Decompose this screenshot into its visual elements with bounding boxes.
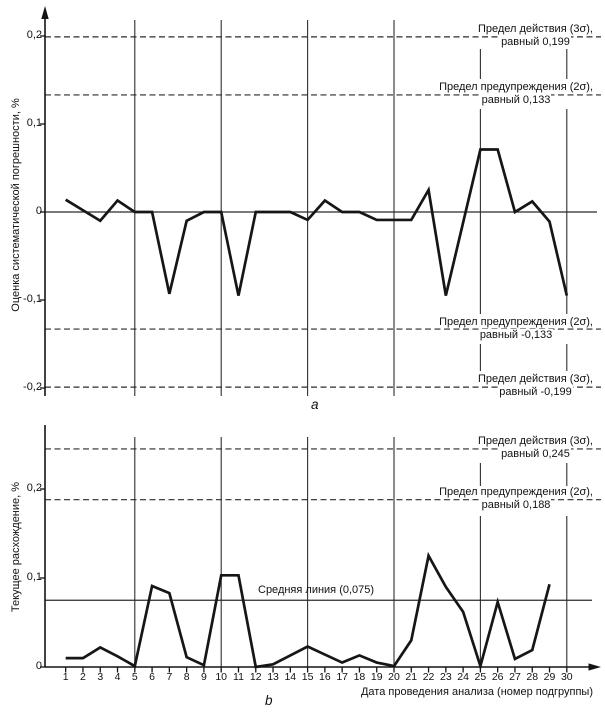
x-tick-label: 28: [526, 671, 539, 683]
x-tick-label: 10: [215, 671, 228, 683]
y-tick-label-a: -0,1: [23, 293, 42, 305]
limit-annotation-a-upper-warning: Предел предупреждения (2σ), равный 0,133: [438, 81, 594, 107]
data-line-b: [65, 551, 551, 671]
x-tick-label: 29: [543, 671, 556, 683]
y-axis-arrow-a: [41, 6, 49, 19]
panel-label-b: b: [265, 693, 273, 708]
limit-annotation-b-action: Предел действия (3σ), равный 0,245: [476, 435, 594, 461]
y-tick-label-b: 0: [35, 660, 42, 672]
limit-annotation-line2: равный -0,133: [478, 329, 554, 341]
limit-annotation-line2: равный 0,133: [480, 94, 552, 106]
x-tick-label: 18: [353, 671, 366, 683]
limit-annotation-line2: равный 0,188: [480, 499, 552, 511]
x-tick-label: 4: [114, 671, 121, 683]
x-axis-title: Дата проведения анализа (номер подгруппы…: [360, 686, 593, 698]
x-axis-arrow-b: [588, 663, 601, 671]
panel-label-a: a: [311, 397, 319, 412]
x-tick-label: 9: [200, 671, 207, 683]
limit-annotation-line1: Предел предупреждения (2σ),: [438, 486, 594, 498]
x-tick-label: 12: [249, 671, 262, 683]
y-tick-label-a: -0,2: [23, 381, 42, 393]
x-tick-label: 19: [370, 671, 383, 683]
data-line-a: [64, 148, 569, 296]
limit-annotation-line1: Предел действия (3σ),: [476, 373, 594, 385]
x-tick-label: 5: [131, 671, 138, 683]
x-tick-label: 15: [301, 671, 314, 683]
limit-annotation-a-upper-action: Предел действия (3σ), равный 0,199: [476, 23, 594, 49]
x-tick-label: 11: [233, 671, 244, 683]
limit-annotation-line1: Предел действия (3σ),: [476, 435, 594, 447]
x-tick-label: 17: [336, 671, 348, 683]
x-tick-label: 3: [97, 671, 104, 683]
y-tick-label-a: 0,2: [26, 29, 42, 41]
y-axis-title-b: Текущее расхождение, %: [10, 481, 22, 613]
x-tick-label: 14: [284, 671, 297, 683]
x-tick-label: 21: [405, 671, 418, 683]
x-tick-label: 27: [509, 671, 521, 683]
limit-annotation-line2: равный -0,199: [498, 386, 573, 398]
limit-annotation-b-warning: Предел предупреждения (2σ), равный 0,188: [438, 486, 594, 512]
limit-annotation-a-lower-action: Предел действия (3σ), равный -0,199: [476, 373, 594, 399]
x-tick-label: 6: [149, 671, 155, 683]
x-tick-label: 2: [80, 671, 86, 683]
y-tick-label-a: 0: [35, 205, 42, 217]
limit-annotation-line1: Предел предупреждения (2σ),: [438, 81, 594, 93]
x-tick-label: 23: [439, 671, 452, 683]
x-tick-label: 20: [388, 671, 400, 683]
x-tick-label: 8: [183, 671, 190, 683]
limit-annotation-a-lower-warning: Предел предупреждения (2σ), равный -0,13…: [438, 316, 594, 342]
x-tick-label: 1: [62, 671, 69, 683]
limit-annotation-line1: Предел действия (3σ),: [476, 23, 594, 35]
y-tick-label-a: 0,1: [26, 117, 42, 129]
y-axis-title-a: Оценка систематической погрешности, %: [10, 98, 22, 312]
limit-annotation-line2: равный 0,199: [500, 36, 571, 48]
x-tick-label: 25: [474, 671, 487, 683]
y-tick-label-b: 0,1: [26, 571, 42, 583]
x-tick-label: 16: [319, 671, 331, 683]
x-tick-label: 24: [457, 671, 469, 683]
x-tick-label: 22: [422, 671, 435, 683]
x-tick-label: 13: [267, 671, 279, 683]
x-tick-label: 26: [491, 671, 504, 683]
x-tick-label: 30: [560, 671, 573, 683]
limit-annotation-line1: Предел предупреждения (2σ),: [438, 316, 594, 328]
center-line-label: Средняя линия (0,075): [258, 584, 375, 596]
limit-annotation-line2: равный 0,245: [500, 448, 571, 460]
y-tick-label-b: 0,2: [26, 482, 42, 494]
x-tick-label: 7: [166, 671, 173, 683]
